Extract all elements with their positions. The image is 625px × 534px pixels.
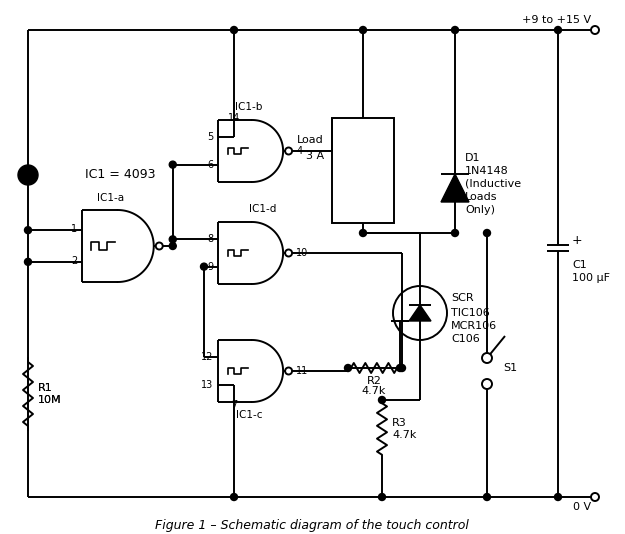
Circle shape — [24, 226, 31, 234]
Text: 4: 4 — [296, 146, 302, 156]
Text: R1: R1 — [38, 383, 52, 393]
Text: D1: D1 — [465, 153, 481, 163]
Circle shape — [554, 27, 561, 34]
Circle shape — [285, 367, 292, 374]
Circle shape — [285, 147, 292, 154]
Text: 10: 10 — [296, 248, 308, 258]
Circle shape — [484, 493, 491, 500]
Text: 14: 14 — [228, 113, 240, 123]
Text: R1: R1 — [38, 383, 52, 393]
Circle shape — [399, 365, 406, 372]
Text: 10M: 10M — [38, 395, 62, 405]
Text: 2: 2 — [71, 256, 77, 266]
Text: 9: 9 — [207, 262, 213, 272]
Text: R3: R3 — [392, 418, 407, 428]
Text: IC1-b: IC1-b — [235, 102, 262, 112]
Text: +9 to +15 V: +9 to +15 V — [522, 15, 591, 25]
Circle shape — [482, 379, 492, 389]
Circle shape — [591, 26, 599, 34]
Circle shape — [591, 493, 599, 501]
Circle shape — [344, 365, 351, 372]
Text: IC1-d: IC1-d — [249, 204, 276, 214]
Text: S1: S1 — [503, 363, 517, 373]
Circle shape — [18, 165, 38, 185]
Text: SCR: SCR — [451, 293, 474, 303]
Text: 13: 13 — [201, 380, 213, 390]
Text: C106: C106 — [451, 334, 480, 344]
Circle shape — [24, 258, 31, 265]
Text: Only): Only) — [465, 205, 495, 215]
Text: IC1 = 4093: IC1 = 4093 — [85, 169, 156, 182]
Text: 4.7k: 4.7k — [362, 386, 386, 396]
Circle shape — [201, 263, 208, 270]
Polygon shape — [409, 305, 431, 321]
Text: 8: 8 — [207, 234, 213, 245]
Bar — [332, 118, 394, 223]
Circle shape — [396, 365, 404, 372]
Text: 6: 6 — [207, 160, 213, 170]
Circle shape — [359, 27, 366, 34]
Text: 3 A: 3 A — [306, 151, 324, 161]
Text: C1: C1 — [572, 260, 587, 270]
Text: 4.7k: 4.7k — [392, 430, 416, 440]
Text: 1: 1 — [71, 224, 77, 234]
Circle shape — [451, 230, 459, 237]
Circle shape — [169, 236, 176, 243]
Text: R2: R2 — [366, 376, 381, 386]
Text: 5: 5 — [207, 132, 213, 143]
Text: 100 μF: 100 μF — [572, 273, 610, 283]
Text: TIC106: TIC106 — [451, 308, 490, 318]
Circle shape — [482, 353, 492, 363]
Circle shape — [231, 493, 238, 500]
Text: Load: Load — [298, 135, 324, 145]
Text: IC1-c: IC1-c — [236, 410, 262, 420]
Circle shape — [554, 493, 561, 500]
Circle shape — [379, 397, 386, 404]
Text: IC1-a: IC1-a — [97, 193, 124, 203]
Circle shape — [231, 27, 238, 34]
Text: 12: 12 — [201, 352, 213, 363]
Circle shape — [379, 493, 386, 500]
Text: 7: 7 — [231, 400, 237, 410]
Circle shape — [156, 242, 162, 249]
Text: MCR106: MCR106 — [451, 321, 497, 331]
Text: +: + — [572, 234, 582, 247]
Circle shape — [484, 230, 491, 237]
Text: 3: 3 — [170, 241, 176, 251]
Text: 10M: 10M — [38, 395, 62, 405]
Text: (Inductive: (Inductive — [465, 179, 521, 189]
Text: 11: 11 — [296, 366, 308, 376]
Text: Figure 1 – Schematic diagram of the touch control: Figure 1 – Schematic diagram of the touc… — [155, 519, 469, 531]
Circle shape — [169, 242, 176, 249]
Circle shape — [451, 27, 459, 34]
Circle shape — [285, 249, 292, 256]
Text: 0 V: 0 V — [573, 502, 591, 512]
Text: Loads: Loads — [465, 192, 498, 202]
Polygon shape — [441, 174, 469, 202]
Circle shape — [359, 230, 366, 237]
Circle shape — [169, 161, 176, 168]
Text: 1N4148: 1N4148 — [465, 166, 509, 176]
